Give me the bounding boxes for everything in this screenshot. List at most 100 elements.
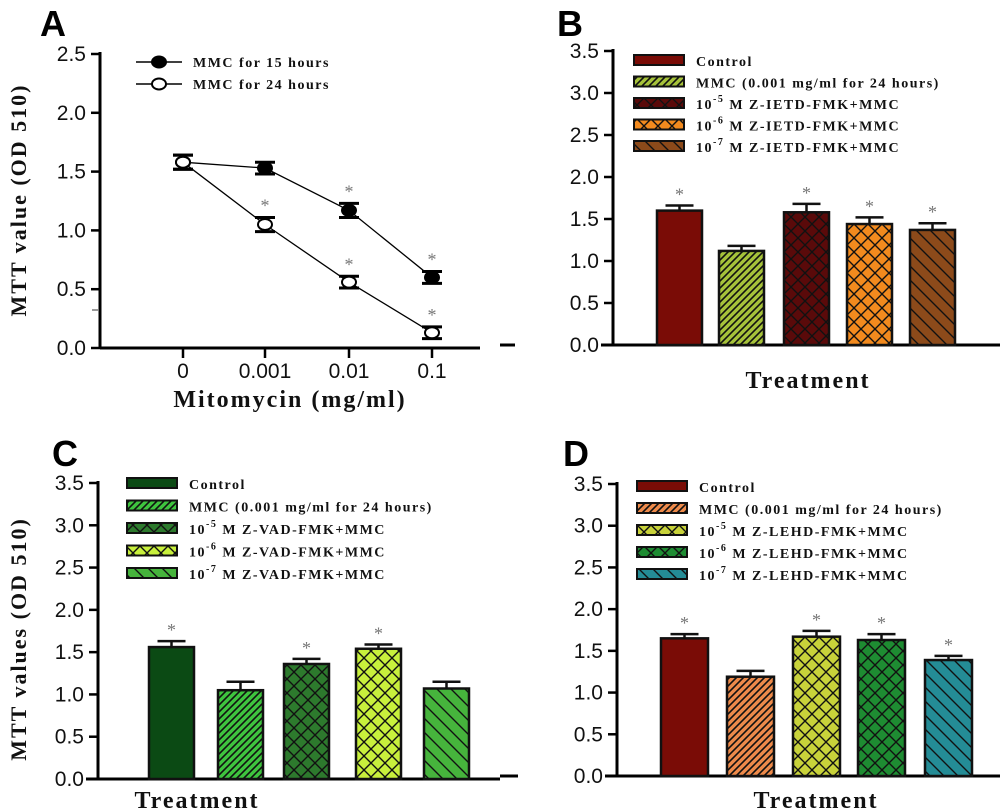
panel-a: A 0.0 0.5 1.0 1.5 2.0 2.5 0 0.001 0.01 0.1 Mitomyci… (6, 3, 480, 413)
legend-label: Control (699, 481, 756, 496)
bar (908, 228, 957, 347)
bar (216, 688, 265, 781)
data-point (341, 203, 357, 217)
y-tick-label: 1.5 (574, 640, 603, 663)
data-point (257, 161, 273, 175)
y-tick-label: 0.0 (570, 334, 599, 357)
y-tick-label: 2.0 (57, 102, 86, 125)
x-axis-label: Treatment (745, 368, 870, 394)
bar (717, 249, 766, 347)
significance-asterisk: * (680, 613, 689, 633)
legend-label-exponent: -7 (206, 564, 217, 575)
y-tick-label: 1.0 (57, 219, 86, 242)
legend-label-base: 10 (696, 120, 713, 135)
legend-swatch (633, 54, 685, 66)
legend-label-text: M Z-VAD-FMK+MMC (217, 568, 386, 583)
x-tick-label: 0 (177, 360, 189, 383)
significance-asterisk: * (928, 202, 937, 222)
legend-label: 10-6 M Z-LEHD-FMK+MMC (699, 543, 909, 562)
x-tick-label: 0.001 (239, 360, 292, 383)
legend-label: 10-5 M Z-IETD-FMK+MMC (696, 94, 900, 113)
y-tick-label: 2.5 (57, 43, 86, 66)
bars: * * * (147, 620, 471, 781)
x-tick-label: 0.1 (417, 360, 446, 383)
y-tick-label: 2.5 (55, 557, 84, 580)
legend-label: Control (189, 478, 246, 493)
legend-label: MMC for 15 hours (193, 56, 330, 71)
x-tick-label: 0.01 (329, 360, 370, 383)
y-tick-label: 1.5 (55, 641, 84, 664)
series-line (182, 161, 433, 334)
legend-label-text: M Z-IETD-FMK+MMC (724, 141, 900, 156)
series-24h: *** (173, 153, 442, 341)
legend-swatch (633, 140, 685, 152)
legend-label-text: M Z-LEHD-FMK+MMC (727, 569, 908, 584)
y-tick-label: 3.0 (55, 514, 84, 537)
legend-label-text: M Z-IETD-FMK+MMC (724, 98, 900, 113)
y-tick-label: 0.0 (55, 768, 84, 791)
legend-label-text: M Z-VAD-FMK+MMC (217, 546, 386, 561)
y-tick-label: 3.0 (574, 515, 603, 538)
legend: MMC for 15 hours MMC for 24 hours (136, 55, 330, 93)
y-tick-label: 1.5 (570, 208, 599, 231)
y-tick-label: 0.5 (574, 723, 603, 746)
legend-label-exponent: -6 (716, 543, 727, 554)
bar (923, 658, 974, 778)
legend-label: 10-6 M Z-IETD-FMK+MMC (696, 116, 900, 135)
legend-label-text: MMC (0.001 mg/ml for 24 hours) (699, 503, 943, 518)
legend-label-base: 10 (189, 546, 206, 561)
legend-swatch (636, 568, 688, 580)
legend-label: 10-6 M Z-VAD-FMK+MMC (189, 542, 386, 561)
data-point (257, 218, 273, 232)
significance-asterisk: * (374, 624, 383, 644)
legend-label: MMC (0.001 mg/ml for 24 hours) (189, 501, 433, 516)
y-tick-label: 1.0 (570, 250, 599, 273)
bars: * * * * (659, 610, 974, 778)
bar (856, 638, 907, 778)
legend-label-exponent: -6 (713, 116, 724, 127)
bar (659, 637, 710, 778)
bar (422, 687, 471, 781)
y-tick-label: 3.5 (55, 472, 84, 495)
significance-asterisk: * (675, 185, 684, 205)
legend-label-text: Control (189, 478, 246, 493)
bars: * * * * (655, 183, 957, 347)
panel-label-b: B (557, 3, 583, 44)
bar (791, 635, 842, 778)
legend-label-base: 10 (699, 525, 716, 540)
legend-label-exponent: -5 (716, 521, 727, 532)
legend-label-base: 10 (696, 141, 713, 156)
y-tick-label: 2.5 (570, 124, 599, 147)
legend-label: 10-5 M Z-LEHD-FMK+MMC (699, 521, 909, 540)
data-point (175, 155, 191, 169)
y-tick-label: 0.5 (55, 726, 84, 749)
y-tick-label: 0.0 (57, 337, 86, 360)
legend-label-text: MMC (0.001 mg/ml for 24 hours) (696, 77, 940, 92)
y-tick-label: 2.5 (574, 556, 603, 579)
legend-label: MMC (0.001 mg/ml for 24 hours) (696, 77, 940, 92)
legend-swatch (633, 75, 685, 88)
legend-swatch (126, 499, 178, 512)
significance-asterisk: * (428, 305, 437, 325)
significance-asterisk: * (865, 196, 874, 216)
legend-label-text: M Z-IETD-FMK+MMC (724, 120, 900, 135)
legend-label-exponent: -5 (713, 94, 724, 105)
legend-label-base: 10 (189, 568, 206, 583)
legend-label-base: 10 (699, 547, 716, 562)
legend-label-exponent: -7 (716, 565, 727, 576)
y-tick-label: 3.0 (570, 82, 599, 105)
legend-label: 10-5 M Z-VAD-FMK+MMC (189, 519, 386, 538)
y-axis-label: MTT values (OD 510) (6, 517, 31, 761)
significance-asterisk: * (877, 613, 886, 633)
legend: Control MMC (0.001 mg/ml for 24 hours) 10-… (126, 477, 433, 583)
legend-label-text: Control (696, 55, 753, 70)
legend-swatch (636, 546, 688, 558)
legend-label: 10-7 M Z-IETD-FMK+MMC (696, 137, 900, 156)
legend-label-text: M Z-LEHD-FMK+MMC (727, 525, 908, 540)
y-tick-label: 3.5 (570, 40, 599, 63)
y-tick-label: 0.0 (574, 765, 603, 788)
y-tick-label: 2.0 (570, 166, 599, 189)
